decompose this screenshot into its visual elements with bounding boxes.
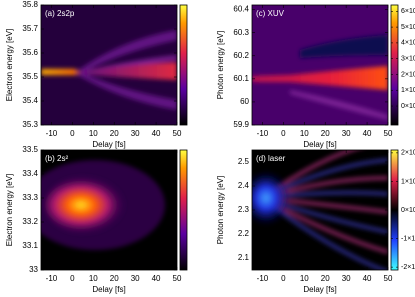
x-tick-label: 30	[342, 274, 351, 283]
colorbar	[180, 5, 187, 125]
colorbar-tick-label: 6×10⁻⁸	[401, 8, 415, 15]
x-tick-label: 10	[300, 129, 309, 138]
y-axis-label: Photon energy [eV]	[216, 176, 225, 245]
panel-label: (a) 2s2p	[45, 9, 75, 18]
colorbar-tick-label: 1×10⁻⁸	[401, 87, 415, 94]
y-tick-label: 2.2	[238, 229, 250, 238]
y-tick-label: 33.3	[22, 193, 38, 202]
x-tick-label: 0	[281, 129, 286, 138]
x-tick-label: 30	[131, 274, 140, 283]
colorbar-tick-label: -2×10⁻⁸	[401, 264, 415, 271]
y-tick-label: 35.7	[22, 24, 38, 33]
y-tick-label: 60	[240, 97, 249, 106]
y-tick-label: 60.3	[233, 28, 249, 37]
colorbar-tick-label: 4×10⁻⁸	[401, 40, 415, 47]
heatmap-d	[252, 150, 388, 270]
heatmap-b	[41, 150, 177, 270]
x-tick-label: 0	[70, 129, 75, 138]
colorbar	[391, 150, 398, 270]
x-tick-label: 10	[89, 274, 98, 283]
x-tick-label: 0	[70, 274, 75, 283]
y-tick-label: 35.4	[22, 96, 38, 105]
y-tick-label: 60.2	[233, 51, 249, 60]
y-tick-label: 59.9	[233, 120, 249, 129]
colorbar-tick-label: 2×10⁻⁸	[401, 150, 415, 157]
y-tick-label: 2.1	[238, 253, 250, 262]
colorbar	[180, 150, 187, 270]
colorbar-frame	[179, 4, 188, 126]
plot-frame	[40, 4, 178, 126]
y-tick-label: 33.5	[22, 145, 38, 154]
x-tick-label: 10	[300, 274, 309, 283]
colorbar-tick-label: 2×10⁻⁸	[401, 71, 415, 78]
panel-label: (d) laser	[256, 154, 286, 163]
colorbar	[391, 5, 398, 125]
y-tick-label: 35.8	[22, 0, 38, 9]
colorbar-tick-label: -1×10⁻⁸	[401, 235, 415, 242]
x-tick-label: 30	[342, 129, 351, 138]
x-tick-label: 50	[173, 129, 182, 138]
y-tick-label: 2.3	[238, 205, 250, 214]
x-tick-label: 50	[384, 274, 393, 283]
x-tick-label: -10	[46, 274, 58, 283]
x-axis-label: Delay [fs]	[92, 285, 125, 294]
y-tick-label: 2.5	[238, 157, 250, 166]
y-axis-label: Photon energy [eV]	[216, 31, 225, 100]
x-tick-label: -10	[257, 274, 269, 283]
y-tick-label: 60.4	[233, 5, 249, 14]
x-tick-label: 20	[110, 129, 119, 138]
colorbar-tick-label: 5×10⁻⁸	[401, 24, 415, 31]
heatmap-c	[252, 5, 388, 125]
x-tick-label: 20	[321, 274, 330, 283]
x-tick-label: 40	[152, 274, 161, 283]
y-axis-label: Electron energy [eV]	[5, 29, 14, 101]
x-tick-label: 0	[281, 274, 286, 283]
plot-frame	[40, 149, 178, 271]
colorbar-tick-label: 1×10⁻⁸	[401, 178, 415, 185]
x-tick-label: 40	[363, 274, 372, 283]
panel-label: (c) XUV	[256, 9, 285, 18]
y-tick-label: 35.6	[22, 48, 38, 57]
x-axis-label: Delay [fs]	[92, 140, 125, 149]
x-tick-label: 20	[110, 274, 119, 283]
y-tick-label: 60.1	[233, 74, 249, 83]
y-tick-label: 35.5	[22, 72, 38, 81]
colorbar-tick-label: 3×10⁻⁸	[401, 56, 415, 63]
y-tick-label: 35.3	[22, 120, 38, 129]
panel-label: (b) 2s²	[45, 154, 68, 163]
x-tick-label: 30	[131, 129, 140, 138]
heatmap-a	[41, 5, 177, 125]
x-tick-label: 10	[89, 129, 98, 138]
y-tick-label: 33.4	[22, 169, 38, 178]
y-tick-label: 33.2	[22, 217, 38, 226]
colorbar-frame	[390, 4, 399, 126]
x-tick-label: 20	[321, 129, 330, 138]
y-tick-label: 33	[29, 265, 38, 274]
x-tick-label: -10	[46, 129, 58, 138]
x-tick-label: 40	[363, 129, 372, 138]
x-tick-label: 50	[384, 129, 393, 138]
x-tick-label: 40	[152, 129, 161, 138]
x-tick-label: 50	[173, 274, 182, 283]
colorbar-tick-label: 0×10⁰	[401, 102, 415, 110]
plot-frame	[251, 4, 389, 126]
x-axis-label: Delay [fs]	[303, 285, 336, 294]
colorbar-frame	[179, 149, 188, 271]
colorbar-tick-label: 0×10⁰	[401, 206, 415, 214]
x-axis-label: Delay [fs]	[303, 140, 336, 149]
x-tick-label: -10	[257, 129, 269, 138]
y-tick-label: 2.4	[238, 181, 250, 190]
y-axis-label: Electron energy [eV]	[5, 174, 14, 246]
y-tick-label: 33.1	[22, 241, 38, 250]
